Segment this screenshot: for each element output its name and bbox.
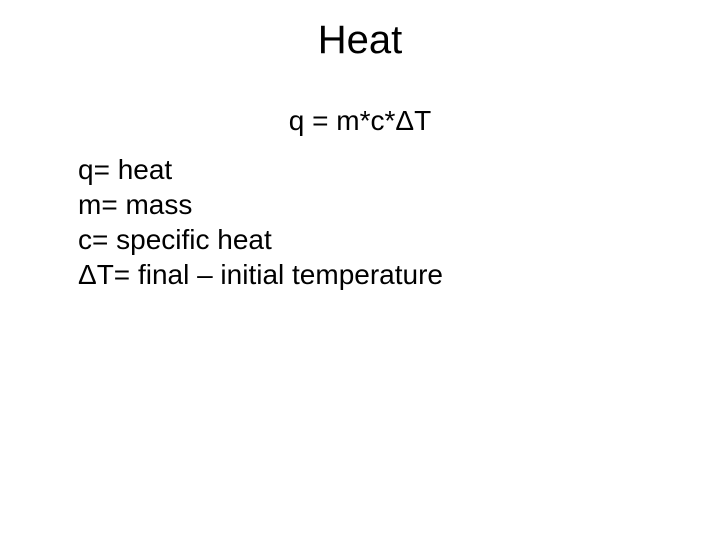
heat-formula: q = m*c*ΔT bbox=[0, 105, 720, 137]
definition-m: m= mass bbox=[78, 187, 443, 222]
slide-title: Heat bbox=[0, 18, 720, 63]
definition-c: c= specific heat bbox=[78, 222, 443, 257]
variable-definitions: q= heat m= mass c= specific heat ΔT= fin… bbox=[78, 152, 443, 292]
definition-q: q= heat bbox=[78, 152, 443, 187]
slide: Heat q = m*c*ΔT q= heat m= mass c= speci… bbox=[0, 0, 720, 540]
definition-delta-t: ΔT= final – initial temperature bbox=[78, 257, 443, 292]
